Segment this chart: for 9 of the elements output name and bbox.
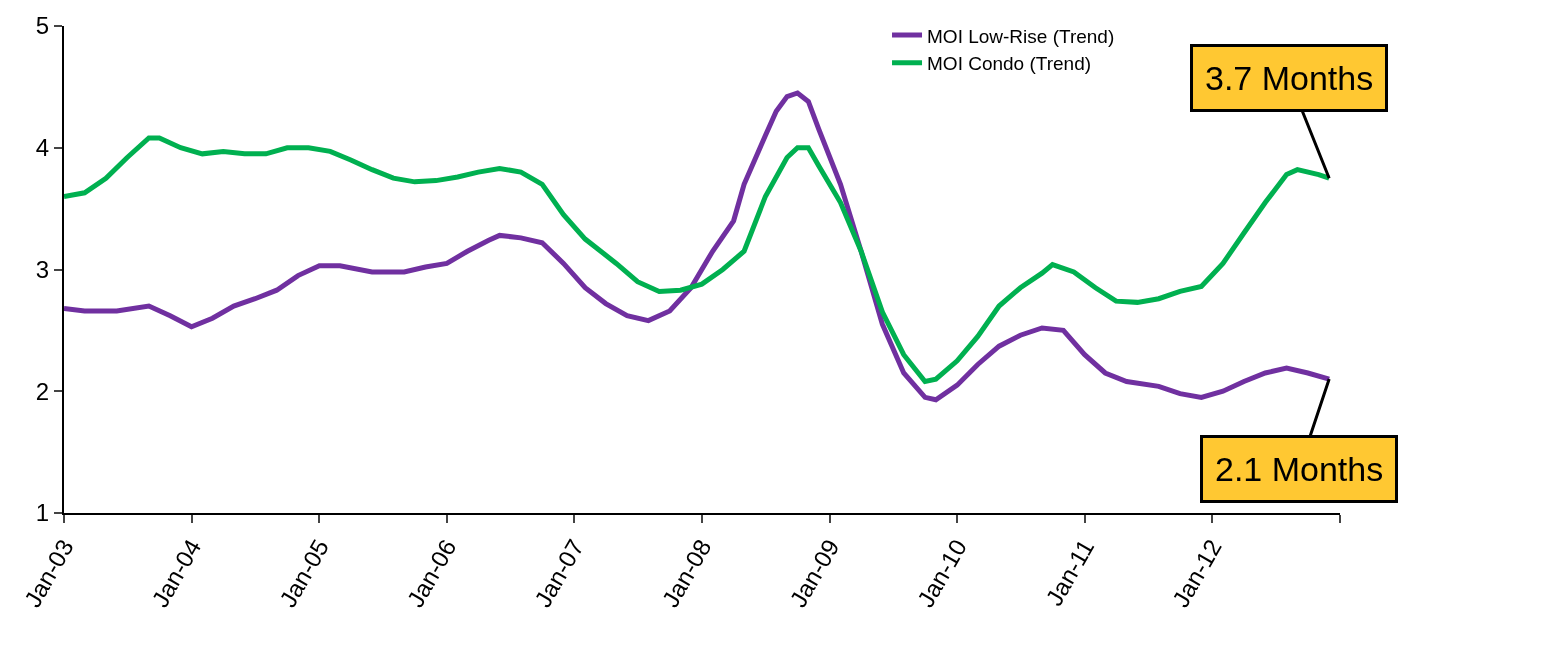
legend-label: MOI Low-Rise (Trend) [927, 25, 1115, 47]
legend-label: MOI Condo (Trend) [927, 53, 1092, 75]
y-tick-label: 1 [35, 499, 50, 527]
y-tick-label: 4 [35, 134, 50, 162]
y-tick-label: 3 [35, 255, 50, 283]
y-tick-label: 5 [35, 12, 50, 40]
y-tick-label: 2 [35, 377, 50, 405]
annotation: 3.7 Months [1205, 59, 1374, 97]
annotation: 2.1 Months [1215, 450, 1384, 488]
